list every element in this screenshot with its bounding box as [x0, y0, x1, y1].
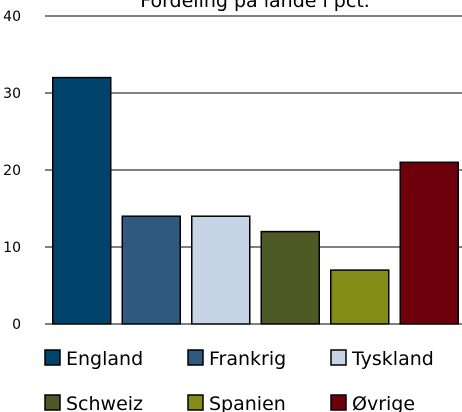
- bar-england: [52, 76, 112, 325]
- legend-label: Schweiz: [66, 393, 143, 412]
- y-axis-ticks: 0 10 20 30 40: [3, 9, 21, 333]
- bar-tyskland: [191, 215, 251, 325]
- legend-label: Spanien: [209, 393, 286, 412]
- legend: England Frankrig Tyskland Schweiz Spanien Øvr…: [44, 348, 434, 412]
- legend-swatch: [187, 394, 204, 411]
- legend-swatch: [44, 394, 61, 411]
- legend-swatch: [44, 349, 61, 366]
- legend-label: Øvrige: [352, 393, 415, 412]
- bars: [52, 76, 459, 325]
- legend-swatch: [330, 349, 347, 366]
- y-tick-label: 30: [3, 86, 21, 102]
- legend-label: Tyskland: [351, 348, 434, 370]
- bar-spanien: [330, 269, 390, 325]
- legend-swatch: [330, 394, 347, 411]
- chart-title: Fordeling på lande i pct.: [140, 0, 370, 12]
- gridlines: [45, 15, 462, 248]
- legend-swatch: [187, 349, 204, 366]
- y-tick-label: 10: [3, 240, 21, 256]
- y-tick-label: 40: [3, 9, 21, 25]
- bar-øvrige: [399, 161, 459, 325]
- bar-schweiz: [260, 230, 320, 325]
- bar-frankrig: [121, 215, 181, 325]
- y-tick-label: 0: [12, 317, 21, 333]
- y-tick-label: 20: [3, 163, 21, 179]
- legend-label: Frankrig: [209, 348, 286, 370]
- legend-label: England: [66, 348, 143, 370]
